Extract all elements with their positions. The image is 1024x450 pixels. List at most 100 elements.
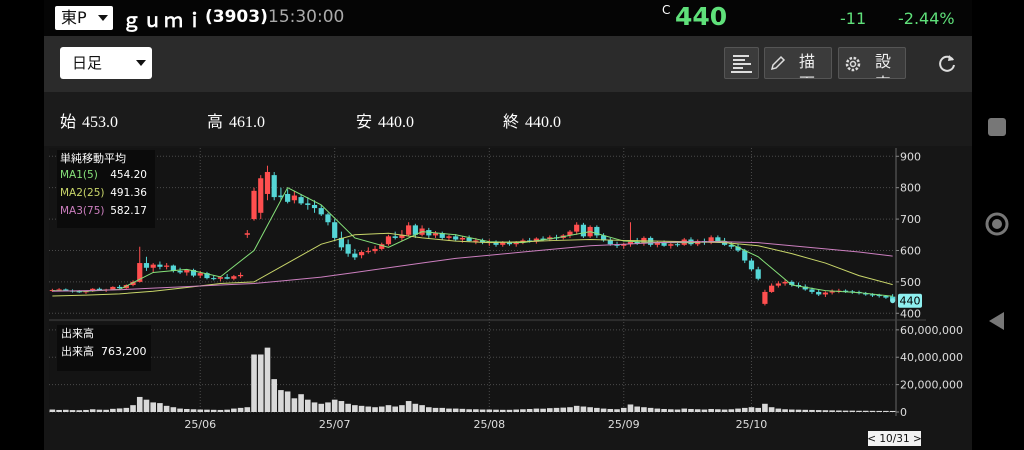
- volume-bar: [56, 409, 62, 412]
- indicator-button[interactable]: [724, 47, 759, 79]
- volume-bar: [325, 402, 331, 412]
- volume-bar: [446, 408, 452, 412]
- volume-bar: [466, 409, 472, 412]
- volume-bar: [224, 409, 230, 412]
- volume-bar: [412, 403, 419, 412]
- volume-bar: [701, 409, 708, 412]
- candle-body: [869, 294, 876, 296]
- candle-body: [439, 233, 445, 238]
- volume-bar: [177, 408, 183, 412]
- volume-bar: [681, 408, 688, 412]
- candle-body: [392, 236, 398, 238]
- candle-body: [883, 296, 889, 298]
- volume-bar: [89, 409, 96, 412]
- volume-bar: [473, 409, 479, 412]
- volume-bar: [728, 409, 735, 412]
- volume-bar: [365, 406, 372, 412]
- volume-bar: [331, 399, 338, 412]
- volume-bar: [392, 406, 398, 412]
- dropdown-arrow: [136, 60, 146, 66]
- legend-box: [57, 150, 155, 228]
- candle-body: [237, 274, 244, 277]
- volume-bar: [284, 391, 291, 412]
- legend-name: MA3(75): [60, 205, 104, 217]
- candle-body: [715, 237, 721, 242]
- candle-body: [466, 237, 472, 242]
- candle-body: [661, 242, 667, 246]
- volume-bar: [103, 409, 109, 412]
- volume-bar: [271, 379, 277, 412]
- candle-body: [244, 233, 250, 235]
- volume-bar: [210, 409, 217, 412]
- volume-bar: [231, 408, 237, 412]
- info-label: 始: [60, 114, 77, 131]
- legend-title: 出来高: [61, 326, 94, 340]
- cursor-date-box: [868, 431, 921, 446]
- volume-bar: [49, 409, 56, 412]
- recents-button[interactable]: [988, 118, 1006, 136]
- candle-body: [338, 237, 345, 248]
- home-dot: [992, 219, 1002, 229]
- cursor-date-label: < 10/31 >: [867, 433, 922, 445]
- candle-body: [130, 281, 136, 286]
- stock-code: (3903): [205, 7, 268, 27]
- candle-body: [204, 273, 210, 279]
- volume-bar: [883, 410, 889, 412]
- candle-body: [305, 203, 311, 205]
- legend-name: MA2(25): [60, 187, 104, 199]
- candle-body: [876, 295, 882, 297]
- candle-body: [177, 270, 183, 273]
- candle-body: [493, 241, 499, 245]
- candle-body: [775, 283, 781, 286]
- volume-bar: [755, 407, 761, 412]
- android-nav: [985, 118, 1009, 330]
- candle-body: [285, 193, 291, 202]
- volume-bar: [479, 409, 486, 412]
- refresh-button[interactable]: [936, 52, 958, 74]
- volume-bar: [856, 410, 862, 412]
- volume-bar: [513, 409, 519, 412]
- period-select[interactable]: 日足: [60, 47, 152, 79]
- candle-body: [56, 289, 62, 291]
- exchange-select[interactable]: 東P: [55, 6, 113, 30]
- candle-body: [728, 244, 734, 247]
- settings-button[interactable]: 設定: [838, 47, 906, 79]
- volume-bar: [426, 407, 432, 412]
- volume-bar: [869, 410, 876, 412]
- info-item: 終 440.0: [503, 108, 561, 132]
- volume-bar: [842, 410, 849, 412]
- y-tick-label: 20,000,000: [900, 379, 963, 392]
- ohlc-info: [44, 92, 972, 146]
- volume-bar: [573, 405, 580, 412]
- candle-body: [137, 263, 143, 282]
- volume-bar: [580, 406, 587, 412]
- last-price-label: 440: [900, 295, 921, 308]
- candle-body: [96, 288, 103, 291]
- y-tick-label: 800: [900, 182, 921, 195]
- volume-bar: [614, 409, 620, 412]
- candle-body: [802, 286, 808, 290]
- volume-bar: [560, 407, 567, 412]
- volume-bar: [358, 405, 365, 412]
- candle-body: [365, 251, 371, 253]
- draw-button[interactable]: 描画: [764, 47, 832, 79]
- volume-bar: [641, 407, 647, 412]
- candle-body: [264, 171, 271, 194]
- volume-plot-bg: [49, 322, 896, 415]
- volume-bar: [735, 408, 741, 412]
- volume-bar: [486, 409, 493, 412]
- ma-line: [52, 241, 893, 292]
- back-button[interactable]: [989, 312, 1004, 330]
- info-value: 440.0: [525, 114, 562, 131]
- volume-bar: [815, 410, 822, 412]
- candle-body: [318, 208, 324, 215]
- candle-body: [594, 226, 600, 236]
- volume-bar: [130, 405, 136, 412]
- info-item: 安 440.0: [356, 108, 414, 132]
- candle-body: [399, 234, 405, 238]
- home-button[interactable]: [985, 212, 1009, 236]
- info-label: 終: [503, 114, 520, 131]
- volume-bar: [889, 410, 896, 412]
- volume-bar: [499, 409, 506, 412]
- pencil-icon: [770, 55, 786, 71]
